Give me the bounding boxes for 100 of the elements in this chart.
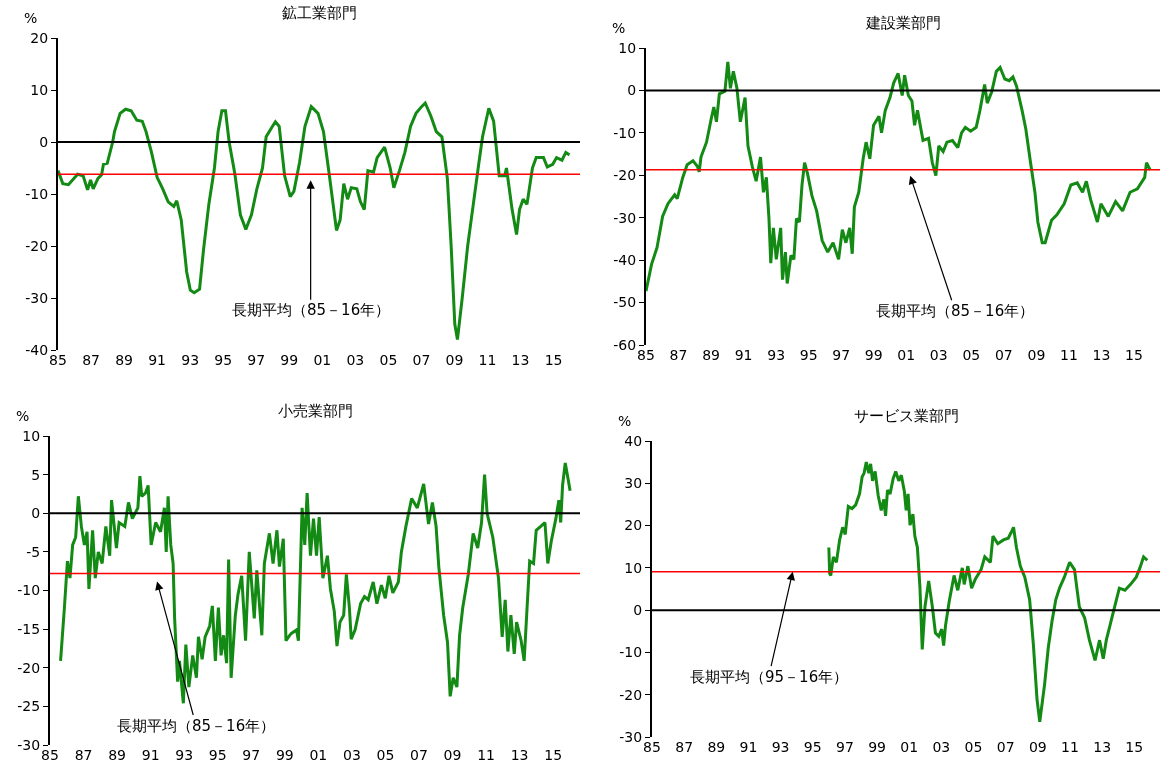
chart-title: 鉱工業部門 xyxy=(282,4,357,22)
line-series xyxy=(58,101,571,342)
x-tick-label: 85 xyxy=(643,739,661,755)
x-tick-label: 09 xyxy=(1028,739,1047,755)
y-axis-title: % xyxy=(612,20,626,36)
line-series xyxy=(59,461,572,705)
x-tick-label: 01 xyxy=(313,352,332,368)
x-tick-label: 07 xyxy=(410,747,428,763)
x-tick-label: 93 xyxy=(767,347,786,363)
x-tick-label: 93 xyxy=(181,352,200,368)
y-tick-label: 0 xyxy=(31,505,41,522)
x-tick-label: 03 xyxy=(932,739,951,755)
ref-line-label: 長期平均（85－16年） xyxy=(232,301,391,319)
x-tick-label: 05 xyxy=(379,352,398,368)
x-tick-label: 89 xyxy=(702,347,720,363)
x-tick-label: 07 xyxy=(994,347,1013,363)
y-axis-title: % xyxy=(618,413,632,429)
y-tick-label: -50 xyxy=(613,294,637,311)
y-tick-label: 10 xyxy=(624,559,643,576)
y-tick-label: -10 xyxy=(619,644,643,661)
y-tick-label: -40 xyxy=(25,341,49,358)
ref-line-label: 長期平均（95－16年） xyxy=(690,668,849,686)
y-tick-label: -15 xyxy=(17,621,41,638)
x-tick-label: 09 xyxy=(445,352,464,368)
x-tick-label: 15 xyxy=(544,747,563,763)
y-tick-label: 30 xyxy=(624,475,643,492)
y-tick-label: 10 xyxy=(30,81,49,98)
x-tick-label: 91 xyxy=(734,347,753,363)
x-tick-label: 95 xyxy=(799,347,818,363)
x-tick-label: 93 xyxy=(175,747,194,763)
y-tick-label: -10 xyxy=(25,185,49,202)
ref-line-label: 長期平均（85－16年） xyxy=(876,302,1035,320)
x-tick-label: 03 xyxy=(929,347,948,363)
x-tick-label: 99 xyxy=(275,747,294,763)
y-tick-label: -5 xyxy=(26,543,41,560)
y-tick-label: -25 xyxy=(17,698,41,715)
y-tick-label: 10 xyxy=(22,427,41,444)
x-tick-label: 09 xyxy=(1027,347,1046,363)
chart-title: サービス業部門 xyxy=(854,407,959,425)
x-tick-label: 95 xyxy=(208,747,227,763)
x-tick-label: 89 xyxy=(115,352,133,368)
x-tick-label: 85 xyxy=(41,747,59,763)
x-tick-label: 97 xyxy=(836,739,854,755)
x-tick-label: 89 xyxy=(108,747,126,763)
x-tick-label: 87 xyxy=(82,352,100,368)
y-tick-label: 20 xyxy=(30,29,49,46)
y-tick-label: 20 xyxy=(624,517,643,534)
x-tick-label: 11 xyxy=(477,747,495,763)
x-tick-label: 97 xyxy=(832,347,851,363)
chart-title: 建設業部門 xyxy=(865,14,941,32)
y-tick-label: 40 xyxy=(624,432,643,449)
y-tick-label: -10 xyxy=(17,582,41,599)
x-tick-label: 87 xyxy=(74,747,93,763)
y-tick-label: -30 xyxy=(619,728,643,745)
x-tick-label: 89 xyxy=(707,739,726,755)
x-tick-label: 97 xyxy=(242,747,261,763)
y-tick-label: -20 xyxy=(25,237,49,254)
x-tick-label: 91 xyxy=(148,352,167,368)
x-tick-label: 15 xyxy=(1125,739,1144,755)
x-tick-label: 13 xyxy=(1092,347,1111,363)
x-tick-label: 05 xyxy=(964,739,983,755)
x-tick-label: 99 xyxy=(280,352,299,368)
x-tick-label: 15 xyxy=(544,352,563,368)
x-tick-label: 01 xyxy=(309,747,328,763)
y-tick-label: -30 xyxy=(613,209,637,226)
y-tick-label: -30 xyxy=(17,736,41,753)
y-tick-label: 0 xyxy=(39,133,49,150)
ref-line-label: 長期平均（85－16年） xyxy=(117,717,276,735)
y-tick-label: -20 xyxy=(613,167,637,184)
x-tick-label: 95 xyxy=(803,739,822,755)
x-tick-label: 93 xyxy=(771,739,790,755)
x-tick-label: 13 xyxy=(510,747,529,763)
x-tick-label: 01 xyxy=(897,347,916,363)
x-tick-label: 13 xyxy=(511,352,530,368)
x-tick-label: 11 xyxy=(1061,739,1079,755)
x-tick-label: 07 xyxy=(996,739,1015,755)
x-tick-label: 99 xyxy=(864,347,883,363)
x-tick-label: 03 xyxy=(342,747,361,763)
y-tick-label: -20 xyxy=(17,659,41,676)
line-series xyxy=(646,60,1152,293)
x-tick-label: 07 xyxy=(412,352,431,368)
y-tick-label: 0 xyxy=(627,82,637,99)
x-tick-label: 13 xyxy=(1093,739,1112,755)
x-tick-label: 11 xyxy=(478,352,497,368)
y-tick-label: -30 xyxy=(25,289,49,306)
x-tick-label: 01 xyxy=(900,739,919,755)
y-tick-label: -20 xyxy=(619,686,643,703)
y-tick-label: -60 xyxy=(613,336,637,353)
y-axis-title: % xyxy=(16,408,30,424)
y-tick-label: 5 xyxy=(31,466,41,483)
x-tick-label: 05 xyxy=(376,747,395,763)
y-tick-label: -10 xyxy=(613,124,637,141)
y-tick-label: 0 xyxy=(633,602,643,619)
y-axis-title: % xyxy=(24,10,38,26)
x-tick-label: 85 xyxy=(49,352,67,368)
x-tick-label: 03 xyxy=(346,352,365,368)
x-tick-label: 91 xyxy=(739,739,758,755)
x-tick-label: 05 xyxy=(962,347,981,363)
x-tick-label: 99 xyxy=(868,739,886,755)
x-tick-label: 09 xyxy=(443,747,462,763)
